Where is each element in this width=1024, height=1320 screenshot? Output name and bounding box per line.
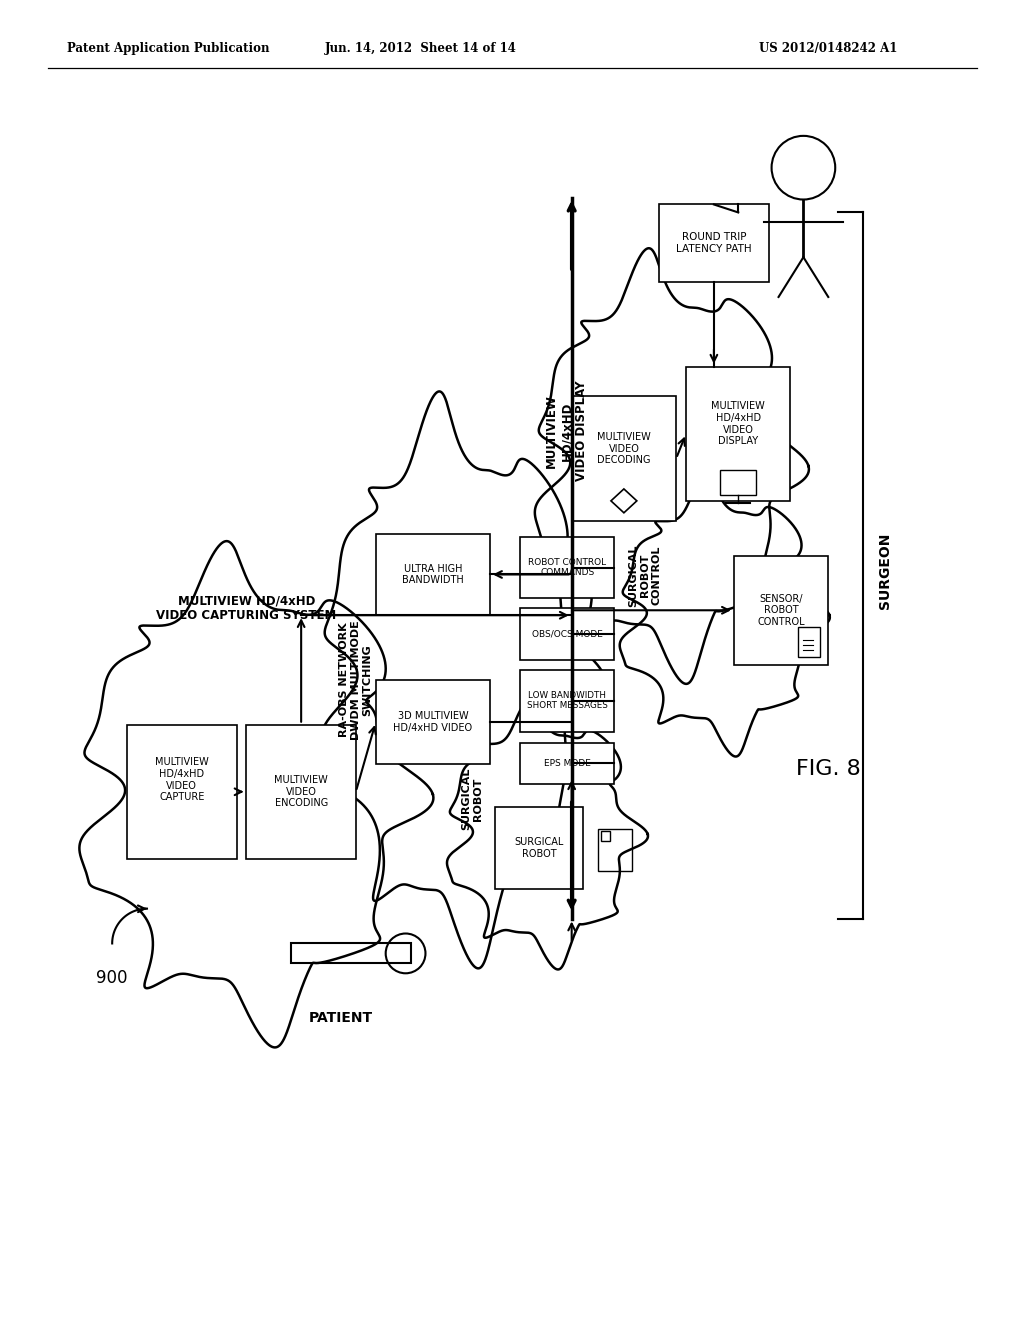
Text: PATIENT: PATIENT [309,1011,373,1026]
Bar [169,833,195,851]
Bar [598,829,633,871]
Text: MULTIVIEW
HD/4xHD
VIDEO
CAPTURE: MULTIVIEW HD/4xHD VIDEO CAPTURE [155,758,209,803]
Bar [720,470,756,495]
FancyBboxPatch shape [520,671,614,731]
FancyBboxPatch shape [571,396,676,521]
Text: RA-OBS NETWORK
DWDM MULTIMODE
SWITCHING: RA-OBS NETWORK DWDM MULTIMODE SWITCHING [339,620,373,739]
Text: SURGICAL
ROBOT: SURGICAL ROBOT [462,768,483,830]
Text: SURGICAL
ROBOT
CONTROL: SURGICAL ROBOT CONTROL [629,544,662,607]
FancyBboxPatch shape [127,725,237,859]
Text: MULTIVIEW
VIDEO
DECODING: MULTIVIEW VIDEO DECODING [597,432,651,465]
Bar [291,944,411,964]
Text: SURGICAL
ROBOT: SURGICAL ROBOT [514,837,563,859]
Text: FIG. 8: FIG. 8 [796,759,860,779]
Text: MULTIVIEW
HD/4xHD
VIDEO DISPLAY: MULTIVIEW HD/4xHD VIDEO DISPLAY [545,381,588,482]
FancyBboxPatch shape [734,556,828,665]
Text: MULTIVIEW
HD/4xHD
VIDEO
DISPLAY: MULTIVIEW HD/4xHD VIDEO DISPLAY [712,401,765,446]
Text: MULTIVIEW
VIDEO
ENCODING: MULTIVIEW VIDEO ENCODING [274,775,328,808]
Text: OBS/OCS MODE: OBS/OCS MODE [531,630,603,639]
Text: 3D MULTIVIEW
HD/4xHD VIDEO: 3D MULTIVIEW HD/4xHD VIDEO [393,711,472,733]
Text: Jun. 14, 2012  Sheet 14 of 14: Jun. 14, 2012 Sheet 14 of 14 [325,42,516,55]
FancyBboxPatch shape [659,205,769,282]
FancyBboxPatch shape [520,537,614,598]
Bar [799,627,820,657]
Text: Patent Application Publication: Patent Application Publication [68,42,270,55]
FancyBboxPatch shape [247,725,356,859]
Text: 900: 900 [96,969,128,987]
FancyBboxPatch shape [686,367,791,500]
Text: SENSOR/
ROBOT
CONTROL: SENSOR/ ROBOT CONTROL [757,594,805,627]
Text: EPS MODE: EPS MODE [544,759,591,768]
Text: SURGEON: SURGEON [878,532,892,609]
Text: US 2012/0148242 A1: US 2012/0148242 A1 [759,42,897,55]
Text: ROBOT CONTROL
COMMANDS: ROBOT CONTROL COMMANDS [528,558,606,577]
Text: LOW BANDWIDTH
SHORT MESSAGES: LOW BANDWIDTH SHORT MESSAGES [526,692,607,710]
Bar [600,832,610,841]
Text: MULTIVIEW HD/4xHD
VIDEO CAPTURING SYSTEM: MULTIVIEW HD/4xHD VIDEO CAPTURING SYSTEM [157,594,337,622]
FancyBboxPatch shape [376,533,490,615]
Text: ULTRA HIGH
BANDWIDTH: ULTRA HIGH BANDWIDTH [402,564,464,585]
FancyBboxPatch shape [376,680,490,764]
Text: ROUND TRIP
LATENCY PATH: ROUND TRIP LATENCY PATH [676,232,752,253]
FancyBboxPatch shape [520,609,614,660]
FancyBboxPatch shape [520,743,614,784]
FancyBboxPatch shape [495,808,583,888]
